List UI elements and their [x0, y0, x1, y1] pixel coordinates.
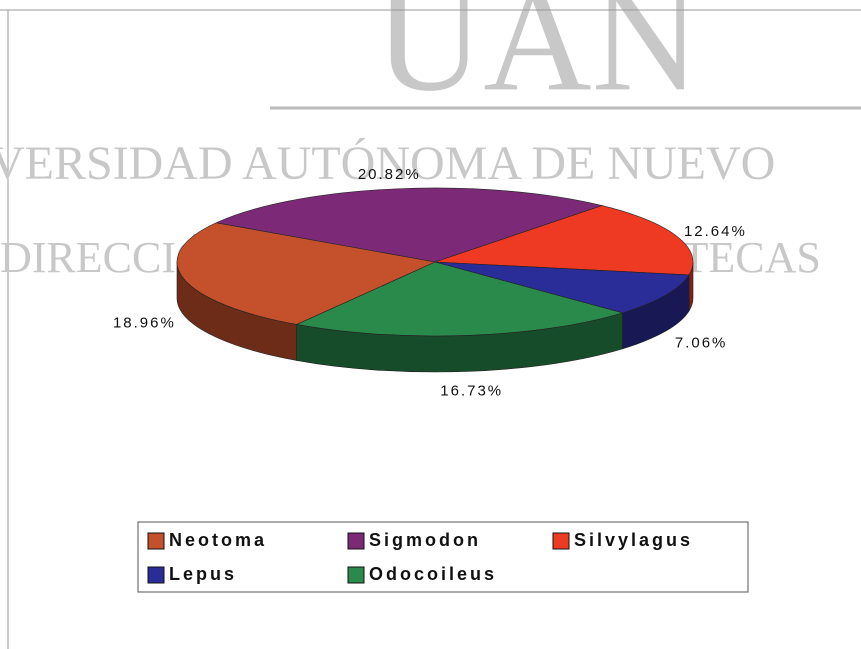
- legend-swatch: [147, 532, 165, 550]
- legend: Neotoma Sigmodon Silvylagus Lepus Odocoileus: [147, 530, 693, 584]
- legend-label: Neotoma: [169, 530, 267, 550]
- data-label: 7.06%: [675, 335, 728, 352]
- pie-slice: [295, 261, 624, 337]
- pie: [176, 187, 694, 373]
- legend-label: Odocoileus: [369, 564, 497, 584]
- legend-label: Silvylagus: [574, 530, 693, 550]
- data-label: 18.96%: [113, 314, 176, 331]
- legend-swatch: [347, 532, 365, 550]
- data-label: 20.82%: [358, 166, 421, 183]
- watermark: UAN: [375, 0, 700, 122]
- legend-swatch: [147, 566, 165, 584]
- pie-slice: [434, 205, 694, 276]
- legend-box: [137, 521, 749, 593]
- legend-label: Lepus: [169, 564, 237, 584]
- data-label: 16.73%: [440, 382, 503, 399]
- legend-swatch: [347, 566, 365, 584]
- pie-slice: [176, 222, 437, 325]
- legend-label: Sigmodon: [369, 530, 481, 550]
- pie-slice: [215, 187, 604, 263]
- pie-slice: [434, 261, 690, 314]
- legend-swatch: [552, 532, 570, 550]
- watermark: VERSIDAD AUTÓNOMA DE NUEVO: [0, 136, 775, 190]
- data-label: 12.64%: [684, 223, 747, 240]
